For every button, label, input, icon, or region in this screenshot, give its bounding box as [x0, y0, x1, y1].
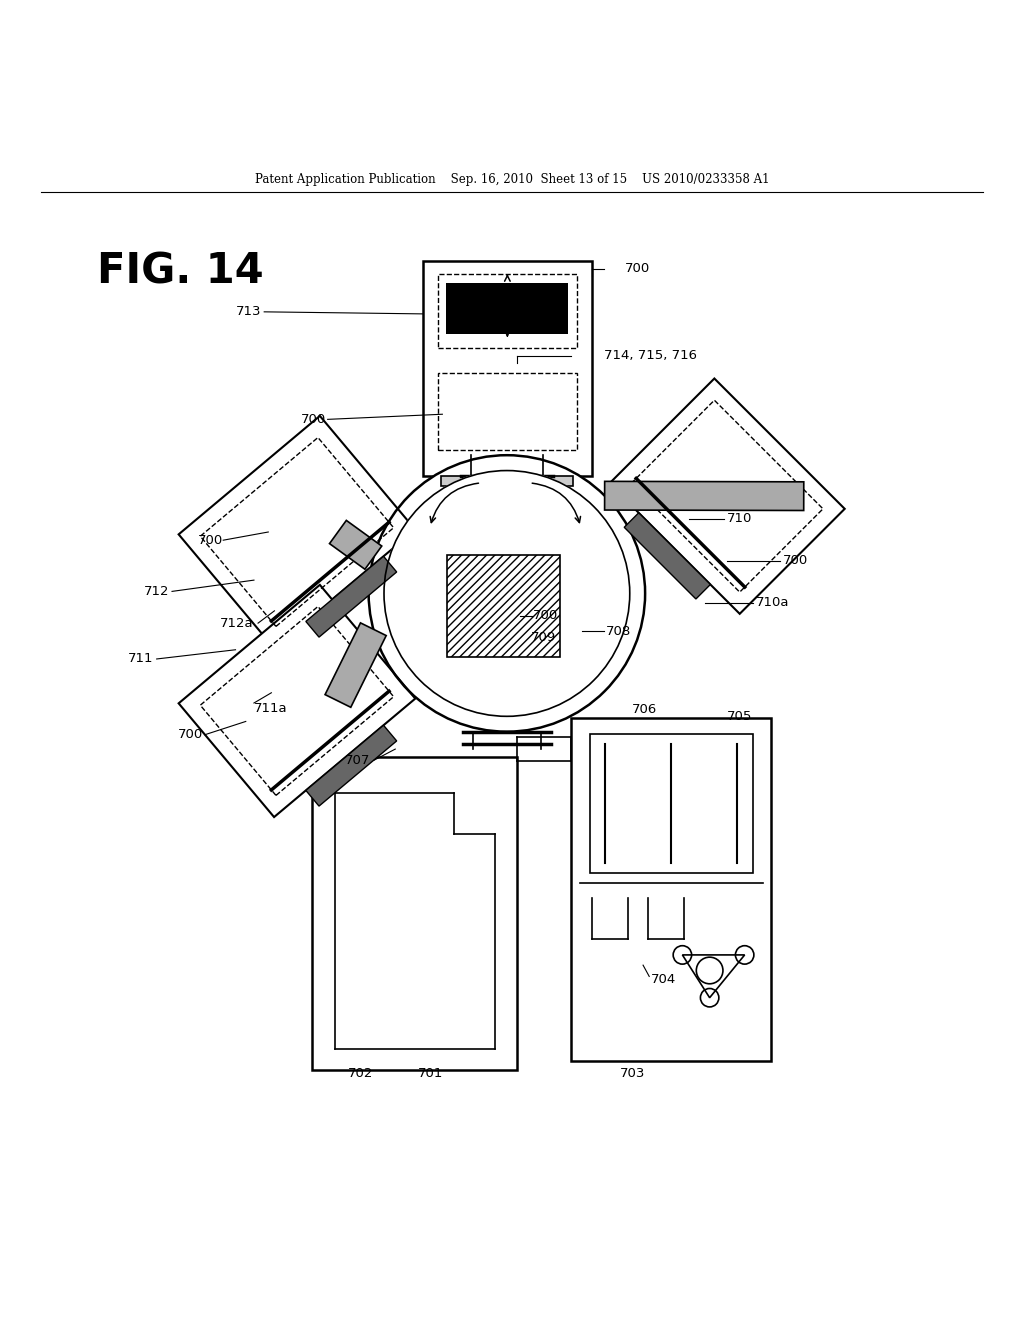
Text: 711a: 711a	[254, 702, 288, 714]
Text: FIG. 14: FIG. 14	[97, 251, 264, 293]
Polygon shape	[325, 623, 386, 708]
Text: 710a: 710a	[756, 597, 790, 609]
Text: 712: 712	[143, 585, 169, 598]
Text: 706: 706	[632, 702, 657, 715]
Bar	[590, 734, 753, 873]
Text: 701: 701	[418, 1067, 442, 1080]
Polygon shape	[625, 512, 711, 599]
Polygon shape	[306, 556, 396, 638]
Bar	[447, 554, 560, 657]
Bar	[438, 374, 577, 450]
Text: 700: 700	[198, 533, 223, 546]
Text: 703: 703	[621, 1067, 645, 1080]
Text: 704: 704	[651, 973, 677, 986]
Polygon shape	[178, 416, 416, 648]
Polygon shape	[682, 954, 744, 998]
Bar	[571, 718, 771, 1061]
Circle shape	[369, 455, 645, 731]
Text: 707: 707	[345, 754, 371, 767]
Text: 712a: 712a	[220, 616, 254, 630]
Bar	[441, 496, 573, 507]
Polygon shape	[609, 379, 845, 614]
Polygon shape	[306, 725, 396, 807]
Text: Patent Application Publication    Sep. 16, 2010  Sheet 13 of 15    US 2010/02333: Patent Application Publication Sep. 16, …	[255, 173, 769, 186]
Text: 705: 705	[727, 710, 753, 723]
Polygon shape	[178, 585, 416, 817]
Text: 709: 709	[530, 631, 556, 644]
Text: 700: 700	[625, 263, 650, 276]
Circle shape	[384, 470, 630, 717]
Text: 711: 711	[128, 652, 154, 665]
Text: 708: 708	[606, 624, 632, 638]
Bar	[312, 758, 517, 1069]
Bar	[446, 284, 568, 334]
Text: 700: 700	[177, 729, 203, 742]
Polygon shape	[330, 520, 382, 569]
Bar	[438, 275, 577, 347]
Text: 710: 710	[727, 512, 753, 525]
Bar	[441, 475, 573, 486]
Text: 700: 700	[300, 413, 326, 426]
Text: 700: 700	[783, 554, 809, 568]
Text: 714, 715, 716: 714, 715, 716	[604, 350, 697, 363]
Polygon shape	[604, 482, 804, 511]
Bar	[423, 260, 592, 475]
Text: 702: 702	[348, 1067, 373, 1080]
Text: 700: 700	[532, 610, 558, 623]
Text: 713: 713	[236, 305, 261, 318]
